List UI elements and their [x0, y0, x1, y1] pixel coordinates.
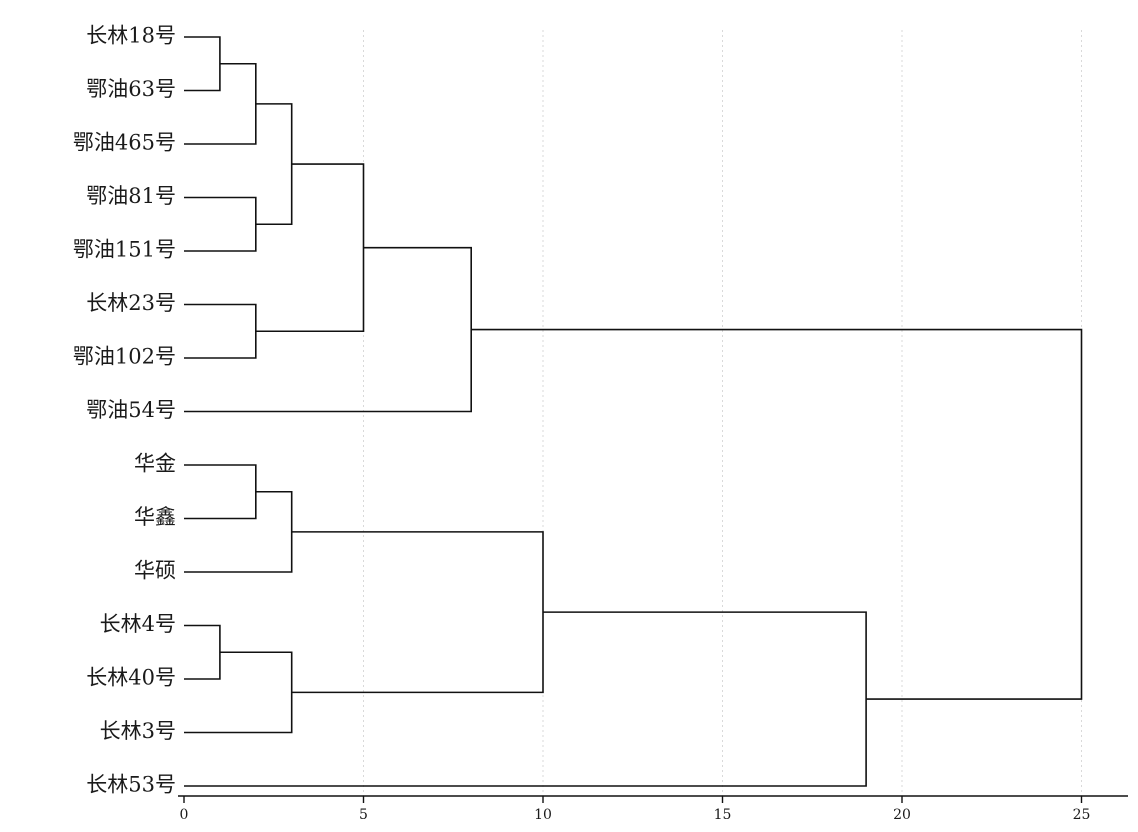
leaf-label: 鄂油63号: [86, 77, 176, 101]
x-tick-label: 10: [534, 807, 552, 823]
dendrogram-link: [184, 303, 257, 359]
dendrogram-link: [184, 651, 293, 734]
leaf-label: 长林40号: [86, 666, 176, 690]
leaf-label: 鄂油465号: [73, 131, 176, 155]
leaf-label: 长林4号: [100, 612, 176, 636]
x-axis: 0 5 10 15 20 25: [178, 795, 1128, 823]
leaf-label: 长林53号: [86, 773, 176, 797]
x-tick-label: 0: [180, 807, 189, 823]
leaf-label: 鄂油81号: [86, 184, 176, 208]
leaf-label: 华鑫: [134, 505, 176, 529]
dendrogram-link: [291, 531, 544, 694]
dendrogram-link: [184, 36, 221, 92]
dendrogram-links: [184, 36, 1083, 787]
leaf-label: 长林23号: [86, 291, 176, 315]
dendrogram-link: [184, 624, 221, 680]
x-tick-label: 25: [1073, 807, 1091, 823]
x-tick-label: 20: [893, 807, 911, 823]
x-tick-label: 15: [714, 807, 732, 823]
leaf-label: 华硕: [134, 559, 176, 583]
dendrogram-link: [184, 196, 257, 252]
grid-lines: [363, 30, 1082, 796]
dendrogram-link: [184, 464, 257, 520]
leaf-labels: 长林18号鄂油63号鄂油465号鄂油81号鄂油151号长林23号鄂油102号鄂油…: [73, 24, 176, 797]
leaf-label: 长林18号: [86, 24, 176, 48]
leaf-label: 华金: [134, 452, 176, 476]
dendrogram-link: [184, 246, 472, 413]
dendrogram-link: [184, 611, 867, 787]
leaf-label: 鄂油151号: [73, 238, 176, 262]
dendrogram-link: [471, 328, 1083, 700]
leaf-label: 长林3号: [100, 719, 176, 743]
dendrogram-link: [255, 103, 293, 226]
leaf-label: 鄂油102号: [73, 345, 176, 369]
dendrogram-link: [184, 490, 293, 573]
dendrogram-link: [255, 163, 365, 333]
x-tick-label: 5: [359, 807, 368, 823]
leaf-label: 鄂油54号: [86, 398, 176, 422]
